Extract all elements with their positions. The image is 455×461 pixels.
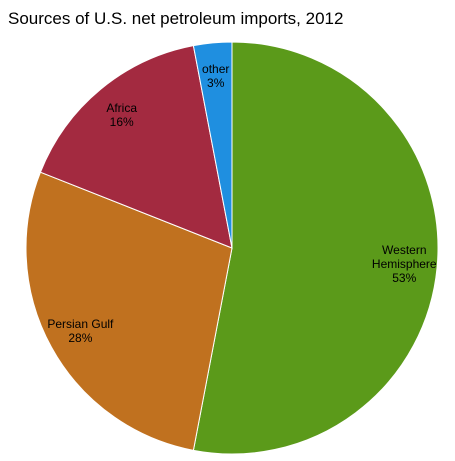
category-label: Western Hemisphere [371,243,437,272]
category-label: Africa [106,100,138,115]
slice-label: Western Hemisphere 53% [359,243,449,285]
category-label: Persian Gulf [47,317,114,332]
slice-label: Persian Gulf 28% [35,317,125,345]
slice-label: Africa 16% [77,101,167,129]
pie-slice [192,41,439,455]
value-label: 3% [207,75,225,90]
value-label: 53% [392,271,417,286]
value-label: 28% [68,331,93,346]
value-label: 16% [109,114,134,129]
slice-label: other 3% [171,62,261,90]
pie-slice [39,45,233,249]
category-label: other [202,61,230,76]
chart-title: Sources of U.S. net petroleum imports, 2… [8,9,343,28]
pie-slice [25,171,233,451]
pie-slice [192,41,233,249]
